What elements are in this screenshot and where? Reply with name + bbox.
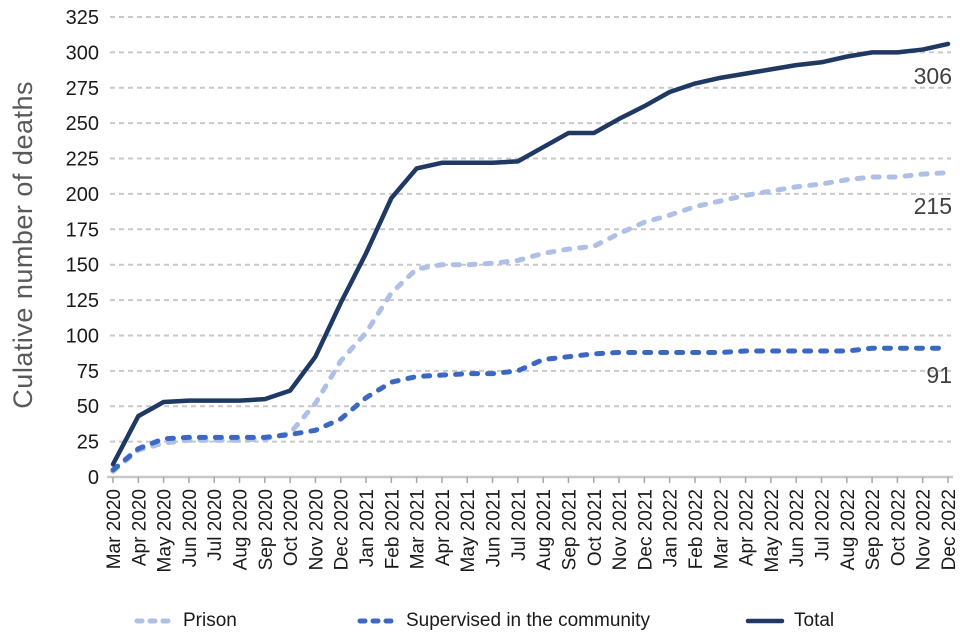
x-tick-label-dec-2022: Dec 2022 [939,489,960,570]
x-tick-label-mar-2020: Mar 2020 [104,489,125,569]
x-tick-label-aug-2022: Aug 2022 [838,489,859,570]
x-axis [107,475,953,483]
y-axis-tick-labels: 0 25 50 75 100 125 150 175 200 225 250 275 300 325 [66,7,99,489]
x-tick-label-aug-2020: Aug 2020 [231,489,252,570]
x-tick-label-oct-2020: Oct 2020 [281,489,302,566]
legend-label-community: Supervised in the community [406,610,650,631]
y-tick-label-0: 0 [88,467,99,489]
legend-label-prison: Prison [183,610,237,631]
x-tick-label-apr-2021: Apr 2021 [433,489,454,566]
y-tick-label-225: 225 [66,149,99,171]
x-tick-label-jun-2022: Jun 2022 [787,489,808,567]
x-tick-label-mar-2022: Mar 2022 [711,489,732,569]
y-tick-label-75: 75 [77,361,99,383]
x-tick-label-sep-2020: Sep 2020 [256,489,277,570]
y-tick-label-300: 300 [66,42,99,64]
x-tick-label-jun-2021: Jun 2021 [484,489,505,567]
legend-item-prison: Prison [134,608,237,634]
x-tick-label-may-2022: May 2022 [762,489,783,572]
x-tick-label-jan-2021: Jan 2021 [357,489,378,567]
x-tick-label-dec-2020: Dec 2020 [332,489,353,570]
end-label-prison: 215 [913,192,952,219]
legend-item-total: Total [745,608,834,634]
y-tick-label-250: 250 [66,113,99,135]
x-tick-label-sep-2022: Sep 2022 [863,489,884,570]
y-tick-label-125: 125 [66,290,99,312]
x-tick-label-sep-2021: Sep 2021 [559,489,580,570]
y-tick-label-50: 50 [77,396,99,418]
y-tick-label-175: 175 [66,219,99,241]
x-tick-label-mar-2021: Mar 2021 [408,489,429,569]
y-tick-label-200: 200 [66,184,99,206]
x-axis-tick-labels: Mar 2020 Apr 2020 May 2020 Jun 2020 Jul 2020… [104,489,960,572]
end-label-total: 306 [913,62,952,89]
x-tick-label-nov-2020: Nov 2020 [306,489,327,570]
x-tick-label-oct-2021: Oct 2021 [585,489,606,566]
x-tick-label-jul-2022: Jul 2022 [812,489,833,561]
series-line-prison [110,170,951,474]
x-tick-label-nov-2022: Nov 2022 [914,489,935,570]
x-tick-label-may-2020: May 2020 [155,489,176,572]
x-tick-label-may-2021: May 2021 [458,489,479,572]
end-label-community: 91 [926,362,952,389]
total-line-swatch-icon [745,618,785,624]
y-tick-label-325: 325 [66,7,99,29]
x-tick-label-feb-2021: Feb 2021 [382,489,403,569]
gridlines [110,16,951,443]
x-tick-label-nov-2021: Nov 2021 [610,489,631,570]
y-tick-label-100: 100 [66,325,99,347]
x-tick-label-aug-2021: Aug 2021 [534,489,555,570]
series-line-total [110,41,951,467]
data-series [110,41,951,474]
x-tick-label-jun-2020: Jun 2020 [180,489,201,567]
y-tick-label-150: 150 [66,255,99,277]
x-tick-label-apr-2022: Apr 2022 [737,489,758,566]
x-tick-label-jul-2021: Jul 2021 [509,489,530,561]
x-tick-label-feb-2022: Feb 2022 [686,489,707,569]
x-tick-label-apr-2020: Apr 2020 [129,489,150,566]
legend-item-community: Supervised in the community [357,608,650,634]
x-tick-label-jul-2020: Jul 2020 [205,489,226,561]
y-tick-label-275: 275 [66,78,99,100]
y-tick-label-25: 25 [77,432,99,454]
legend-label-total: Total [794,610,835,631]
series-line-supervised-in-the-community [110,345,951,473]
x-tick-label-jan-2022: Jan 2022 [661,489,682,567]
prison-line-swatch-icon [134,618,174,624]
x-tick-label-dec-2021: Dec 2021 [635,489,656,570]
community-line-swatch-icon [357,618,397,624]
x-tick-label-oct-2022: Oct 2022 [888,489,909,566]
